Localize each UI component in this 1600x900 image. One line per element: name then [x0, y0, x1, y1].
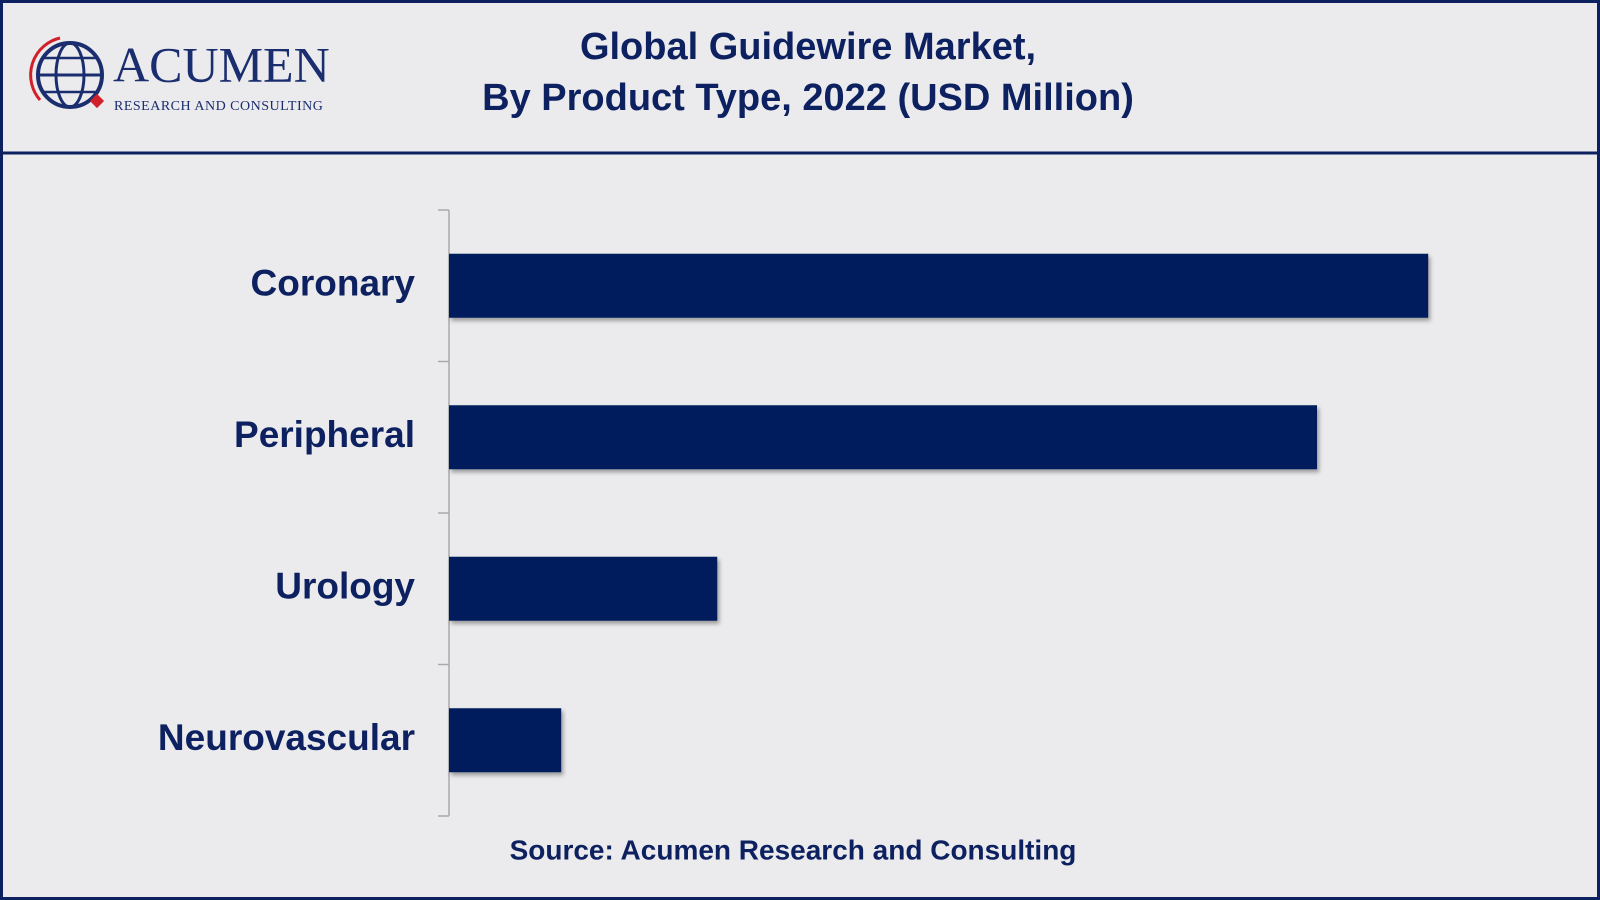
- bar: [449, 253, 1429, 318]
- logo-tagline: RESEARCH AND CONSULTING: [114, 99, 323, 114]
- source-note: Source: Acumen Research and Consulting: [510, 834, 1077, 865]
- logo-arc: [29, 36, 61, 101]
- logo: ACUMEN RESEARCH AND CONSULTING: [29, 36, 330, 114]
- category-label: Peripheral: [234, 414, 415, 455]
- category-label: Neurovascular: [158, 717, 415, 758]
- logo-name: ACUMEN: [113, 36, 330, 92]
- bar: [449, 405, 1318, 470]
- category-label: Urology: [275, 566, 415, 607]
- chart-title: Global Guidewire Market,: [580, 26, 1036, 68]
- bar: [449, 708, 562, 773]
- chart-title: By Product Type, 2022 (USD Million): [482, 77, 1134, 119]
- category-label: Coronary: [251, 263, 416, 304]
- bar: [449, 556, 718, 621]
